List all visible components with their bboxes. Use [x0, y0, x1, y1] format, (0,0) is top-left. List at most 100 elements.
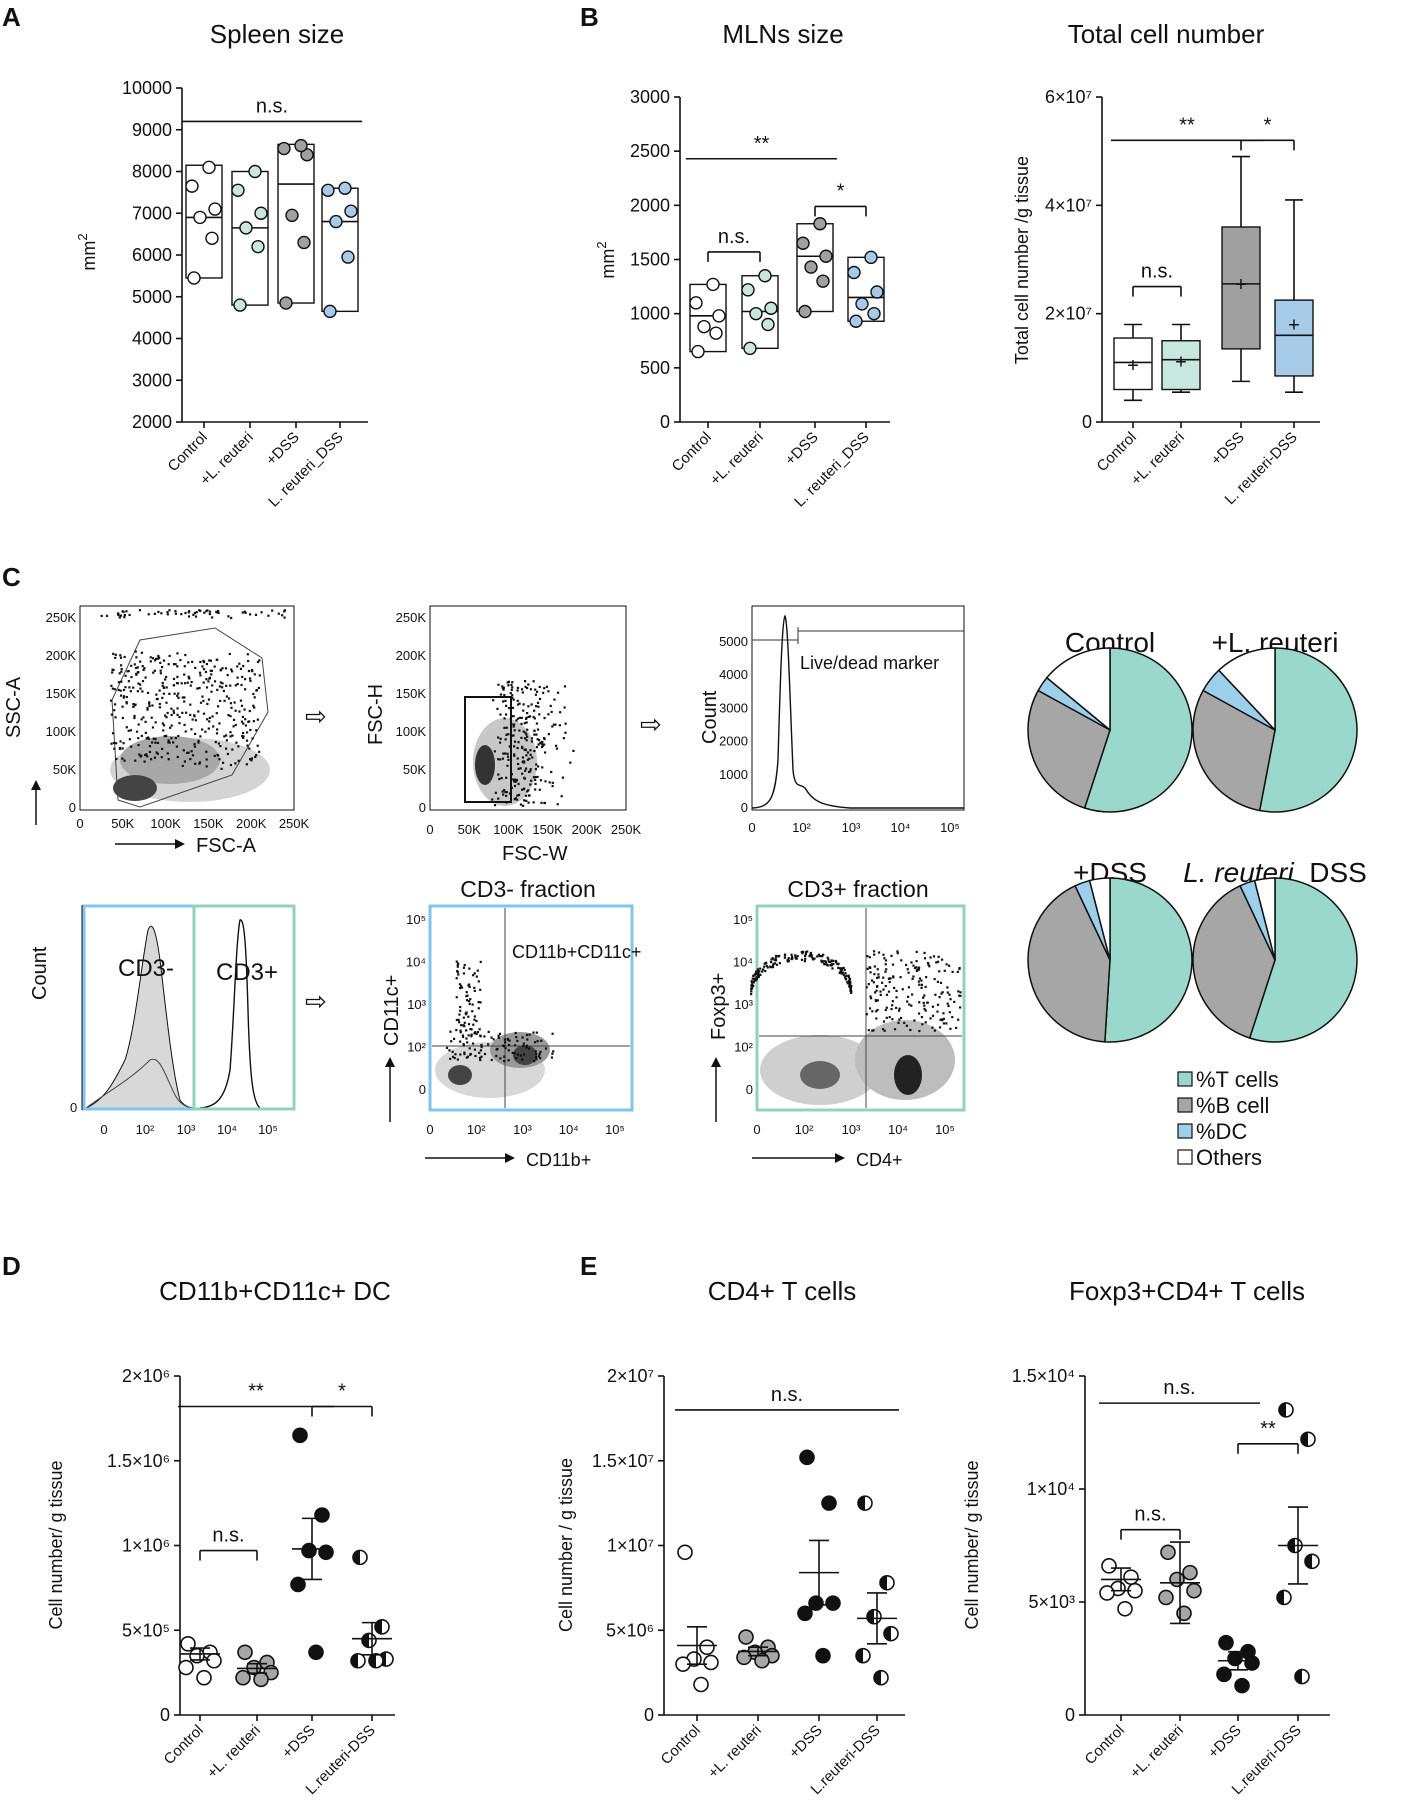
event-dot: [467, 1023, 471, 1026]
event-dot: [144, 753, 147, 757]
data-point: [344, 204, 358, 218]
event-dot: [495, 1054, 498, 1058]
flow-x-tick: 10³: [842, 1122, 861, 1137]
event-dot: [455, 977, 458, 980]
event-dot: [510, 786, 513, 789]
event-dot: [281, 614, 284, 617]
y-tick-label: 3000: [630, 87, 670, 107]
event-dot: [946, 1002, 949, 1005]
event-dot: [895, 989, 898, 993]
event-dot: [253, 696, 256, 699]
event-dot: [772, 962, 775, 966]
event-dot: [246, 653, 249, 656]
event-dot: [237, 759, 240, 762]
event-dot: [117, 681, 121, 684]
cd3neg-title: CD3- fraction: [460, 876, 595, 902]
event-dot: [873, 991, 877, 994]
event-dot: [143, 760, 146, 763]
data-point: [697, 319, 711, 334]
event-dot: [242, 722, 245, 725]
event-dot: [869, 995, 872, 998]
event-dot: [155, 657, 158, 660]
event-dot: [157, 654, 160, 658]
event-dot: [525, 733, 528, 736]
event-dot: [523, 722, 526, 725]
flow-y-tick: 0: [419, 1082, 426, 1097]
event-dot: [883, 957, 886, 960]
arrow-head: [385, 1057, 395, 1067]
event-dot: [203, 611, 206, 614]
event-dot: [480, 1045, 483, 1049]
event-dot: [510, 773, 514, 776]
data-point: [1117, 1600, 1133, 1617]
event-dot: [923, 957, 927, 960]
event-dot: [152, 737, 155, 740]
x-category-label: Control: [1082, 1722, 1128, 1768]
event-dot: [490, 1058, 493, 1062]
flow-y-tick: 0: [69, 800, 76, 815]
panel-letter-c: C: [2, 562, 21, 592]
gate-label: CD11b+CD11c+: [512, 942, 641, 962]
event-dot: [111, 732, 115, 735]
event-dot: [946, 986, 949, 989]
event-dot: [959, 991, 962, 994]
chart-title: Spleen size: [210, 19, 344, 49]
gating-arrow-icon: ⇨: [640, 709, 662, 739]
event-dot: [456, 965, 459, 968]
event-dot: [504, 790, 507, 794]
event-dot: [477, 1000, 480, 1004]
event-dot: [459, 1029, 462, 1032]
flow-x-tick: 10⁵: [935, 1122, 955, 1137]
event-dot: [210, 669, 213, 672]
cd11c-label: CD11c+: [381, 975, 403, 1046]
arrow-head: [31, 780, 41, 790]
event-dot: [192, 613, 195, 616]
event-dot: [516, 689, 519, 692]
event-dot: [229, 731, 232, 734]
event-dot: [127, 669, 130, 673]
event-dot: [766, 966, 769, 969]
flow-y-tick: 10⁴: [406, 955, 426, 970]
event-dot: [907, 971, 910, 974]
event-dot: [457, 962, 460, 965]
event-dot: [948, 1011, 951, 1014]
event-dot: [237, 745, 240, 748]
event-dot: [223, 735, 226, 738]
event-dot: [501, 790, 504, 793]
event-dot: [556, 803, 559, 806]
y-tick-label: 3000: [132, 370, 172, 390]
y-axis-label: mm2: [594, 241, 618, 278]
event-dot: [917, 980, 921, 983]
event-dot: [534, 693, 538, 696]
event-dot: [230, 616, 233, 620]
event-dot: [143, 667, 146, 670]
event-dot: [534, 782, 537, 786]
event-dot: [466, 1041, 469, 1044]
event-dot: [492, 1038, 495, 1041]
event-dot: [486, 1043, 490, 1046]
event-dot: [515, 1056, 518, 1060]
chart-title: Foxp3+CD4+ T cells: [1069, 1276, 1305, 1306]
event-dot: [947, 1004, 950, 1008]
event-dot: [810, 955, 813, 958]
legend-swatch: [1177, 1071, 1193, 1087]
event-dot: [771, 966, 775, 969]
y-tick-label: 5×10⁶: [606, 1620, 654, 1640]
event-dot: [524, 685, 527, 689]
event-dot: [113, 747, 116, 750]
significance-label: *: [1264, 114, 1272, 136]
event-dot: [757, 975, 760, 979]
data-point: [301, 1542, 317, 1559]
pie-slice: [1248, 877, 1358, 1043]
event-dot: [229, 684, 232, 687]
event-dot: [475, 1032, 478, 1035]
event-dot: [193, 611, 197, 615]
event-dot: [144, 676, 147, 679]
event-dot: [201, 695, 204, 698]
event-dot: [513, 729, 516, 732]
event-dot: [224, 747, 228, 750]
density-core: [894, 1055, 922, 1095]
event-dot: [532, 680, 535, 683]
event-dot: [773, 958, 776, 962]
event-dot: [875, 985, 879, 988]
